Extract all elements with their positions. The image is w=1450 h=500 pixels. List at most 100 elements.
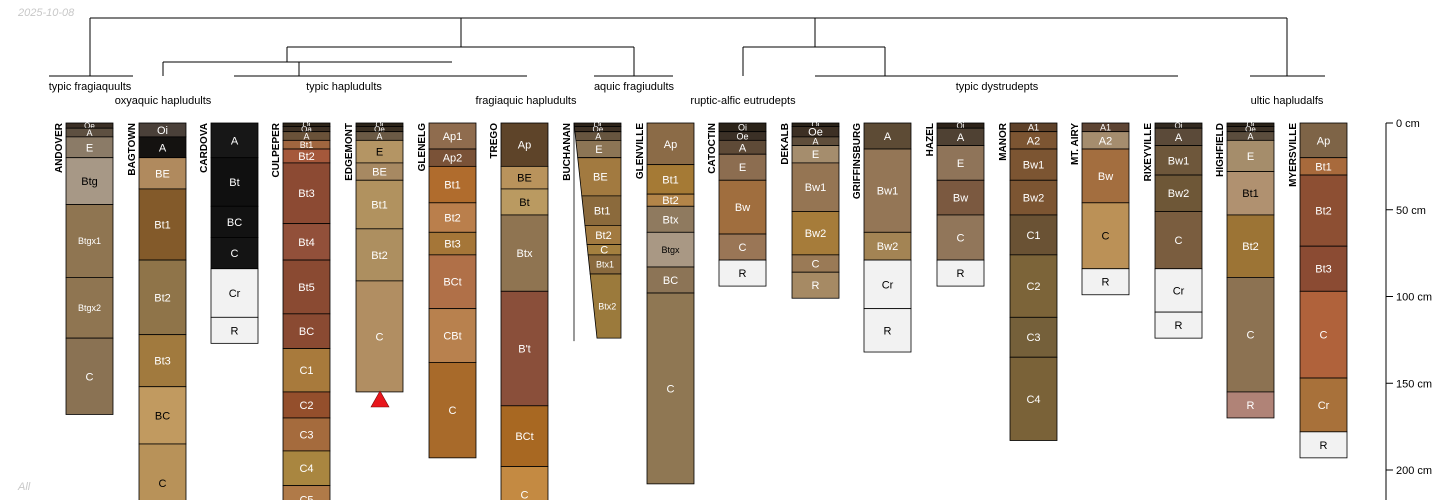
depth-axis: 0 cm 50 cm 100 cm 150 cm 200 cm	[1385, 118, 1432, 500]
horizon-label: C2	[1026, 281, 1040, 293]
horizon-block	[138, 334, 187, 388]
soil-profile: A Bt BC C Cr R CARDOVA	[199, 122, 259, 344]
profile-name-label: ANDOVER	[54, 122, 65, 173]
horizon-block	[138, 259, 187, 336]
horizon-block	[1154, 145, 1203, 176]
horizon-label: BE	[517, 173, 532, 185]
horizon-block	[1299, 431, 1348, 459]
horizon-label: A	[86, 128, 92, 138]
horizon-block	[282, 223, 331, 261]
soil-profile: Ap Bt1 Bt2 Bt3 C Cr R MYERSVILLE	[1288, 122, 1348, 459]
horizon-label: C	[449, 405, 457, 417]
horizon-label: BC	[299, 326, 314, 338]
horizon-label: Btx1	[596, 260, 614, 270]
horizon-label: Bt1	[662, 174, 679, 186]
horizon-label: Oi	[157, 125, 168, 137]
horizon-block	[646, 266, 695, 294]
horizon-block	[646, 231, 695, 268]
profile-name-label: HAZEL	[925, 123, 936, 156]
horizon-label: C	[739, 242, 747, 254]
horizon-label: A	[303, 131, 309, 141]
horizon-label: C	[521, 489, 529, 500]
horizon-label: A	[812, 136, 818, 146]
horizon-block	[210, 205, 259, 238]
horizon-label: Oi	[1175, 121, 1183, 130]
horizon-label: Bw2	[877, 241, 898, 253]
horizon-label: Bt2	[1242, 241, 1259, 253]
horizon-label: Bw2	[1023, 193, 1044, 205]
horizon-label: Ap2	[443, 153, 463, 165]
horizon-block	[1009, 179, 1058, 216]
horizon-label: C4	[299, 463, 313, 475]
soil-profile: Oi A E Bw C R HAZEL	[925, 121, 985, 287]
horizon-block	[1299, 245, 1348, 292]
soil-profile: A1 A2 Bw1 Bw2 C1 C2 C3 C4 MANOR	[998, 122, 1058, 441]
horizon-label: Ap1	[443, 131, 463, 143]
horizon-label: Bw	[953, 193, 968, 205]
horizon-block	[863, 231, 912, 261]
horizon-label: BE	[155, 168, 170, 180]
horizon-label: Bw2	[805, 228, 826, 240]
horizon-block	[1154, 268, 1203, 313]
horizon-label: Bw1	[805, 182, 826, 194]
horizon-label: E	[1247, 151, 1254, 163]
horizon-label: R	[1175, 320, 1183, 332]
taxon-label: oxyaquic hapludults	[115, 95, 212, 107]
horizon-block	[646, 205, 695, 233]
horizon-label: Btgx1	[78, 236, 101, 246]
horizon-block	[1226, 139, 1275, 172]
horizon-block	[500, 122, 549, 167]
horizon-block	[355, 280, 404, 393]
horizon-block	[1009, 148, 1058, 181]
horizon-label: A	[739, 142, 747, 154]
horizon-label: Bt1	[1315, 161, 1332, 173]
horizon-block	[138, 443, 187, 500]
horizon-block	[1299, 174, 1348, 247]
horizon-label: C	[1320, 330, 1328, 342]
horizon-label: A2	[1099, 135, 1112, 147]
profile-name-label: BAGTOWN	[127, 123, 138, 176]
taxon-label: ultic hapludalfs	[1251, 95, 1324, 107]
horizon-label: Bw1	[1168, 155, 1189, 167]
horizon-block	[282, 348, 331, 393]
horizon-label: Oe	[808, 127, 823, 139]
horizon-label: Bw1	[1023, 160, 1044, 172]
horizon-block	[1299, 377, 1348, 433]
profile-name-label: HIGHFIELD	[1215, 123, 1226, 177]
horizon-label: Ap	[664, 139, 677, 151]
horizon-label: Ap	[518, 140, 531, 152]
horizon-block	[500, 214, 549, 292]
horizon-label: A1	[1028, 123, 1039, 133]
horizon-label: Bt2	[662, 195, 679, 207]
horizon-label: Bt4	[298, 237, 315, 249]
horizon-label: Bt3	[1315, 264, 1332, 276]
horizon-block	[863, 148, 912, 233]
profile-name-label: CATOCTIN	[707, 123, 718, 174]
horizon-label: Oe	[84, 121, 95, 130]
horizon-label: A	[957, 132, 965, 144]
profile-name-label: GRIFFINSBURG	[852, 123, 863, 199]
taxon-label: typic hapludults	[306, 81, 382, 93]
horizon-label: A	[376, 131, 382, 141]
horizon-block	[791, 211, 840, 256]
horizon-block	[65, 277, 114, 339]
horizon-label: R	[739, 268, 747, 280]
horizon-label: Bw	[735, 202, 750, 214]
profile-name-label: MANOR	[998, 122, 1009, 161]
horizon-block	[210, 237, 259, 270]
horizon-block	[718, 179, 767, 235]
horizon-label: R	[812, 280, 820, 292]
horizon-block	[1081, 268, 1130, 296]
profile-name-label: TREGO	[489, 123, 500, 159]
soil-profile: Ap BE Bt Btx B't BCt C TREGO	[489, 122, 549, 500]
profile-name-label: GLENELG	[417, 123, 428, 172]
horizon-label: Bt2	[595, 230, 612, 242]
horizon-label: C1	[299, 365, 313, 377]
horizon-block	[355, 228, 404, 282]
horizon-label: Btgx2	[78, 303, 101, 313]
